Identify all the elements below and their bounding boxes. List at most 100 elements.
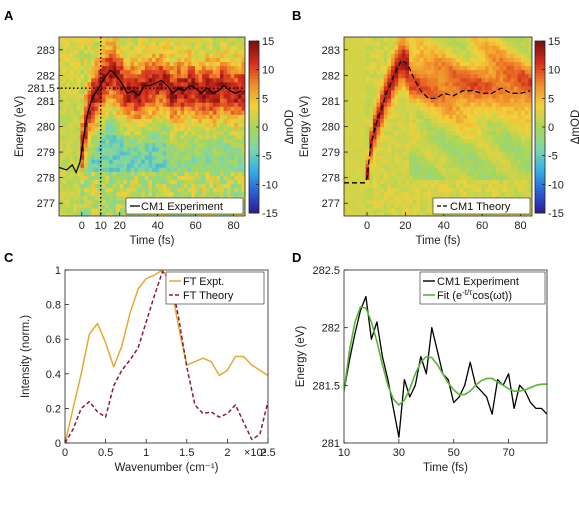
panel-b-heatmap-cell — [448, 98, 454, 103]
panel-a-heatmap-cell — [76, 138, 82, 144]
panel-a-heatmap-cell — [119, 126, 124, 132]
panel-b-heatmap-cell — [391, 199, 396, 205]
panel-b-heatmap-cell — [362, 142, 367, 148]
panel-b-heatmap-cell — [466, 122, 472, 128]
panel-a-heatmap-cell — [69, 154, 74, 160]
panel-a-y-tick-label: 283 — [37, 45, 55, 57]
panel-a-heatmap-cell — [98, 57, 103, 63]
panel-b-heatmap-cell — [524, 98, 529, 103]
panel-b-heatmap-cell — [412, 37, 417, 42]
panel-a-heatmap-cell — [169, 122, 175, 128]
panel-a-heatmap-cell — [126, 130, 132, 136]
panel-b-heatmap-cell — [495, 142, 501, 148]
panel-a-heatmap-cell — [194, 81, 200, 87]
panel-b-heatmap-cell — [347, 203, 352, 209]
panel-b-heatmap-cell — [481, 163, 486, 168]
panel-a-heatmap-cell — [62, 122, 67, 128]
panel-a-heatmap-cell — [198, 77, 203, 83]
panel-a-heatmap-cell — [241, 81, 245, 87]
panel-b-colorbar-swatch — [535, 86, 545, 91]
panel-b-heatmap-cell — [380, 65, 385, 71]
panel-a-heatmap-cell — [84, 187, 89, 193]
panel-b-heatmap-cell — [401, 110, 407, 115]
panel-b-heatmap-cell — [412, 211, 417, 216]
panel-b-heatmap-cell — [376, 41, 381, 46]
panel-a-heatmap-cell — [141, 114, 146, 119]
panel-b-heatmap-cell — [434, 61, 439, 67]
panel-a-heatmap-cell — [130, 49, 135, 54]
panel-b-heatmap-cell — [427, 93, 432, 99]
panel-a-heatmap-cell — [126, 49, 132, 54]
panel-b-heatmap-cell — [485, 110, 490, 115]
panel-a-heatmap-cell — [237, 81, 243, 87]
panel-b-heatmap-cell — [528, 175, 532, 180]
panel-b-colorbar-label: ΔmOD — [570, 110, 579, 145]
panel-a-colorbar-swatch — [249, 49, 259, 53]
panel-b-heatmap-cell — [477, 179, 482, 185]
panel-a-heatmap-cell — [166, 89, 171, 95]
panel-a-heatmap-cell — [73, 142, 78, 148]
panel-b-heatmap-cell — [452, 118, 457, 124]
panel-a-heatmap-cell — [98, 106, 103, 111]
panel-a-heatmap-cell — [241, 126, 245, 132]
panel-b-x-tick-label: 40 — [438, 220, 450, 232]
panel-a-heatmap-cell — [116, 69, 121, 75]
panel-a-heatmap-cell — [130, 154, 135, 160]
panel-b-heatmap-cell — [387, 110, 392, 115]
panel-b-heatmap-cell — [354, 146, 360, 152]
panel-b-heatmap-cell — [344, 49, 349, 54]
panel-a-heatmap-cell — [219, 150, 225, 156]
panel-b-heatmap-cell — [434, 191, 439, 197]
panel-b-heatmap-cell — [362, 73, 367, 79]
panel-b-heatmap-cell — [419, 146, 425, 152]
panel-b-heatmap-cell — [485, 179, 490, 185]
panel-b-heatmap-cell — [434, 37, 439, 42]
panel-a-heatmap-cell — [162, 122, 167, 128]
panel-b-y-tick-label: 283 — [322, 45, 340, 57]
panel-a-heatmap-cell — [109, 154, 114, 160]
panel-a-heatmap-cell — [212, 93, 217, 99]
panel-b-heatmap-cell — [434, 179, 439, 185]
panel-a-heatmap-cell — [159, 45, 164, 50]
panel-a-colorbar-swatch — [249, 164, 259, 168]
panel-b-heatmap-cell — [456, 126, 461, 132]
panel-a-heatmap-cell — [202, 159, 207, 164]
panel-b-heatmap-cell — [495, 85, 501, 91]
panel-a-heatmap-cell — [209, 69, 214, 75]
panel-a-heatmap-cell — [205, 53, 210, 58]
panel-a-heatmap-cell — [227, 61, 232, 67]
panel-b-heatmap-cell — [369, 146, 374, 152]
panel-c-x-axis-label: Wavenumber (cm⁻¹) — [114, 462, 218, 474]
panel-a-heatmap-cell — [69, 171, 74, 176]
panel-b-colorbar-swatch — [535, 141, 545, 145]
panel-b-heatmap-cell — [409, 175, 414, 180]
panel-b-heatmap-cell — [358, 130, 363, 136]
panel-a-heatmap-cell — [144, 163, 150, 168]
panel-b-heatmap-cell — [362, 49, 367, 54]
panel-a-heatmap-cell — [141, 179, 146, 185]
panel-b-heatmap-cell — [351, 159, 356, 164]
panel-b-heatmap-cell — [347, 126, 352, 132]
panel-a-heatmap-cell — [69, 89, 74, 95]
panel-b-heatmap-cell — [412, 118, 417, 124]
panel-a-heatmap-cell — [166, 138, 171, 144]
panel-b-heatmap-cell — [405, 171, 410, 176]
panel-a-heatmap-cell — [162, 163, 167, 168]
panel-a-heatmap-cell — [101, 61, 107, 67]
panel-a-heatmap-cell — [212, 175, 217, 180]
panel-b-heatmap-cell — [409, 49, 414, 54]
panel-a-heatmap-cell — [202, 118, 207, 124]
panel-a-heatmap-cell — [105, 98, 110, 103]
panel-a-heatmap-cell — [116, 45, 121, 50]
panel-b-heatmap-cell — [452, 126, 457, 132]
panel-b-heatmap-cell — [412, 138, 417, 144]
panel-a-heatmap-cell — [123, 41, 128, 46]
panel-b-heatmap-cell — [492, 130, 497, 136]
panel-a-heatmap-cell — [66, 167, 71, 172]
panel-a-heatmap-cell — [184, 45, 189, 50]
panel-b-heatmap-cell — [372, 179, 378, 185]
panel-b-heatmap-cell — [517, 167, 522, 172]
panel-a-heatmap-cell — [130, 93, 135, 99]
panel-a-heatmap-cell — [166, 69, 171, 75]
panel-a-heatmap-cell — [141, 163, 146, 168]
